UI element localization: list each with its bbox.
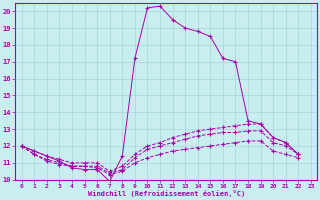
X-axis label: Windchill (Refroidissement éolien,°C): Windchill (Refroidissement éolien,°C) <box>88 190 245 197</box>
